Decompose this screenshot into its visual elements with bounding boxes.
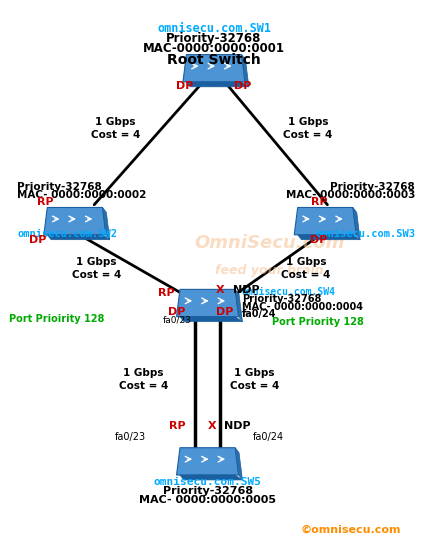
Polygon shape <box>241 55 249 87</box>
Text: MAC- 0000:0000:0002: MAC- 0000:0000:0002 <box>17 191 146 200</box>
Text: 1 Gbps
Cost = 4: 1 Gbps Cost = 4 <box>91 117 140 140</box>
Text: MAC- 0000:0000:0003: MAC- 0000:0000:0003 <box>286 191 415 200</box>
Text: Root Switch: Root Switch <box>167 52 261 67</box>
Polygon shape <box>235 289 242 322</box>
Text: fa0/24: fa0/24 <box>253 432 283 442</box>
Text: NDP: NDP <box>224 421 250 431</box>
Text: MAC- 0000:0000:0005: MAC- 0000:0000:0005 <box>139 495 276 505</box>
Text: RP: RP <box>169 421 186 431</box>
Polygon shape <box>183 55 245 82</box>
Polygon shape <box>235 448 242 480</box>
Polygon shape <box>103 207 110 240</box>
Polygon shape <box>294 207 356 235</box>
Text: DP: DP <box>29 235 46 245</box>
Text: X: X <box>216 286 224 295</box>
Text: OmniSecu.com: OmniSecu.com <box>194 234 345 252</box>
Text: omnisecu.com.SW3: omnisecu.com.SW3 <box>315 229 415 239</box>
Text: DP: DP <box>234 81 251 91</box>
Polygon shape <box>353 207 360 240</box>
Polygon shape <box>180 317 242 322</box>
Text: 1 Gbps
Cost = 4: 1 Gbps Cost = 4 <box>119 368 168 391</box>
Text: DP: DP <box>310 235 327 245</box>
Text: fa0/23: fa0/23 <box>115 432 146 442</box>
Text: DP: DP <box>216 307 233 317</box>
Text: omnisecu.com.SW5: omnisecu.com.SW5 <box>154 477 262 487</box>
Polygon shape <box>176 289 238 317</box>
Text: Priority-32768: Priority-32768 <box>330 182 415 192</box>
Text: fa0/24: fa0/24 <box>242 310 276 319</box>
Text: Priority-32768: Priority-32768 <box>163 486 253 496</box>
Text: fa0/23: fa0/23 <box>162 316 191 324</box>
Polygon shape <box>180 475 242 480</box>
Text: omnisecu.com.SW1: omnisecu.com.SW1 <box>157 22 271 35</box>
Text: 1 Gbps
Cost = 4: 1 Gbps Cost = 4 <box>283 117 333 140</box>
Text: 1 Gbps
Cost = 4: 1 Gbps Cost = 4 <box>281 257 331 280</box>
Polygon shape <box>187 82 249 87</box>
Text: NDP: NDP <box>233 286 260 295</box>
Polygon shape <box>47 235 110 240</box>
Text: DP: DP <box>176 81 193 91</box>
Text: omnisecu.com.SW2: omnisecu.com.SW2 <box>17 229 117 239</box>
Text: X: X <box>208 421 216 431</box>
Text: feed your brain: feed your brain <box>215 264 324 277</box>
Text: Port Priority 128: Port Priority 128 <box>272 317 364 327</box>
Polygon shape <box>44 207 106 235</box>
Polygon shape <box>297 235 360 240</box>
Text: RP: RP <box>37 197 53 207</box>
Text: RP: RP <box>311 197 327 207</box>
Polygon shape <box>176 448 238 475</box>
Text: MAC-0000:0000:0001: MAC-0000:0000:0001 <box>143 41 285 55</box>
Text: RP: RP <box>158 288 174 298</box>
Text: Priority-32768: Priority-32768 <box>242 294 321 304</box>
Text: Priority-32768: Priority-32768 <box>17 182 102 192</box>
Text: 1 Gbps
Cost = 4: 1 Gbps Cost = 4 <box>71 257 121 280</box>
Text: Priority-32768: Priority-32768 <box>166 32 262 45</box>
Text: MAC- 0000:0000:0004: MAC- 0000:0000:0004 <box>242 302 363 312</box>
Text: DP: DP <box>168 307 185 317</box>
Text: ©omnisecu.com: ©omnisecu.com <box>301 525 401 535</box>
Text: Port Prioirity 128: Port Prioirity 128 <box>9 314 104 324</box>
Text: omnisecu.com.SW4: omnisecu.com.SW4 <box>242 287 336 296</box>
Text: 1 Gbps
Cost = 4: 1 Gbps Cost = 4 <box>230 368 279 391</box>
